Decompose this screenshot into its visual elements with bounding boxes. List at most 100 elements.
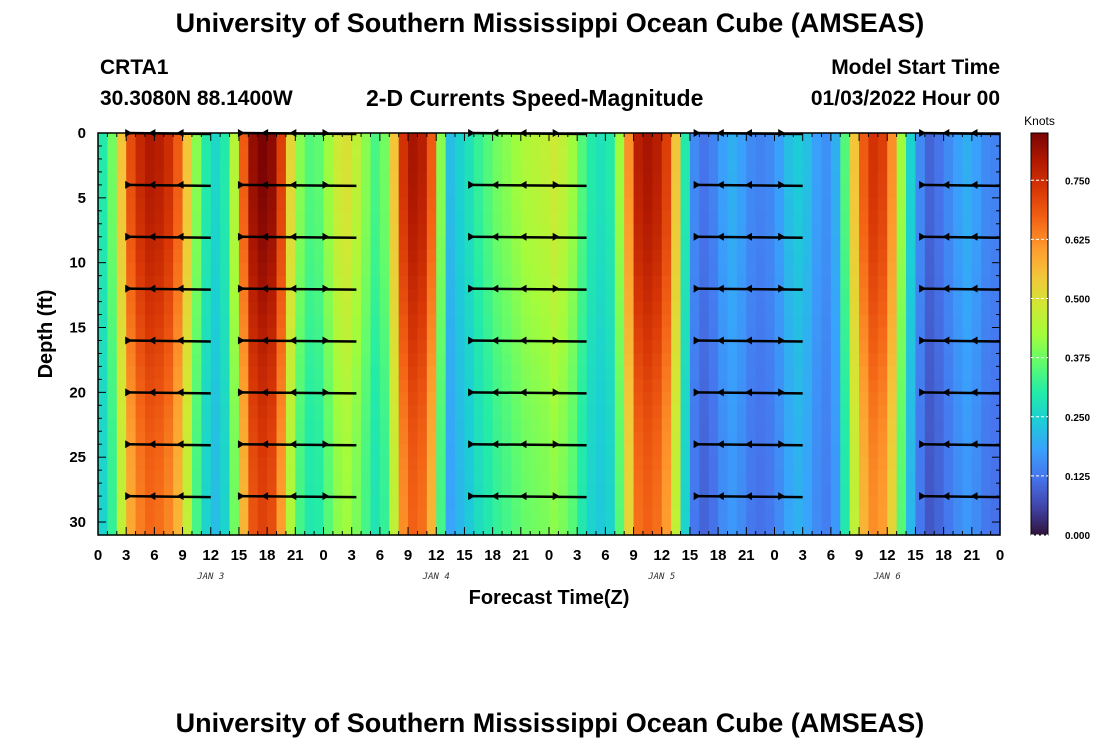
heatmap-cell bbox=[502, 249, 513, 264]
heatmap-cell bbox=[285, 171, 296, 186]
heatmap-cell bbox=[971, 197, 982, 212]
heatmap-cell bbox=[295, 223, 306, 238]
heatmap-cell bbox=[793, 379, 804, 393]
heatmap-cell bbox=[661, 249, 672, 264]
heatmap-cell bbox=[163, 353, 174, 368]
heatmap-cell bbox=[238, 184, 249, 199]
heatmap-cell bbox=[483, 288, 494, 303]
heatmap-cell bbox=[229, 275, 240, 290]
heatmap-cell bbox=[238, 210, 249, 225]
heatmap-cell bbox=[971, 327, 982, 342]
heatmap-cell bbox=[182, 262, 193, 277]
heatmap-cell bbox=[868, 236, 879, 251]
heatmap-cell bbox=[144, 236, 155, 251]
current-arrow-head bbox=[176, 232, 184, 241]
heatmap-cell bbox=[736, 145, 747, 160]
heatmap-cell bbox=[220, 145, 231, 160]
heatmap-cell bbox=[708, 522, 719, 536]
heatmap-cell bbox=[746, 262, 757, 277]
heatmap-cell bbox=[887, 184, 898, 199]
heatmap-cell bbox=[455, 431, 466, 445]
heatmap-cell bbox=[605, 379, 616, 393]
heatmap-cell bbox=[943, 171, 954, 186]
heatmap-cell bbox=[614, 327, 625, 342]
heatmap-cell bbox=[577, 366, 588, 380]
heatmap-cell bbox=[802, 353, 813, 368]
x-date-label: JAN 3 bbox=[196, 572, 224, 582]
x-tick-label: 9 bbox=[855, 547, 863, 564]
x-tick-label: 6 bbox=[827, 547, 835, 564]
heatmap-cell bbox=[417, 496, 428, 510]
heatmap-cell bbox=[154, 327, 165, 342]
heatmap-cell bbox=[680, 353, 691, 368]
heatmap-cell bbox=[323, 379, 334, 393]
heatmap-cell bbox=[126, 366, 137, 380]
heatmap-cell bbox=[229, 418, 240, 432]
heatmap-cell bbox=[981, 457, 992, 471]
heatmap-cell bbox=[633, 262, 644, 277]
heatmap-cell bbox=[821, 249, 832, 264]
heatmap-cell bbox=[342, 392, 353, 406]
heatmap-cell bbox=[859, 262, 870, 277]
heatmap-cell bbox=[539, 340, 550, 355]
heatmap-cell bbox=[624, 262, 635, 277]
y-axis-label: Depth (ft) bbox=[35, 290, 57, 379]
heatmap-cell bbox=[549, 171, 559, 186]
heatmap-cell bbox=[830, 366, 841, 380]
heatmap-cell bbox=[671, 418, 682, 432]
heatmap-cell bbox=[962, 145, 973, 160]
heatmap-cell bbox=[868, 522, 879, 536]
heatmap-cell bbox=[727, 249, 738, 264]
heatmap-cell bbox=[755, 366, 766, 380]
heatmap-cell bbox=[323, 133, 334, 147]
heatmap-cell bbox=[163, 197, 174, 212]
heatmap-cell bbox=[464, 145, 475, 160]
heatmap-cell bbox=[887, 301, 898, 316]
heatmap-cell bbox=[342, 197, 353, 212]
heatmap-cell bbox=[718, 301, 729, 316]
heatmap-cell bbox=[511, 379, 522, 393]
heatmap-cell bbox=[821, 275, 832, 290]
heatmap-cell bbox=[229, 457, 240, 471]
heatmap-cell bbox=[755, 470, 766, 484]
heatmap-cell bbox=[445, 444, 456, 458]
heatmap-cell bbox=[483, 184, 494, 199]
heatmap-cell bbox=[530, 444, 541, 458]
heatmap-cell bbox=[953, 145, 964, 160]
heatmap-cell bbox=[304, 184, 315, 199]
heatmap-cell bbox=[144, 288, 155, 303]
heatmap-cell bbox=[906, 301, 917, 316]
current-arrow-head bbox=[942, 492, 950, 501]
heatmap-cell bbox=[943, 509, 954, 523]
heatmap-cell bbox=[642, 340, 653, 355]
heatmap-cell bbox=[445, 340, 456, 355]
heatmap-cell bbox=[849, 158, 860, 173]
heatmap-cell bbox=[915, 223, 926, 238]
current-arrow-line bbox=[238, 287, 357, 291]
heatmap-cell bbox=[605, 262, 616, 277]
heatmap-cell bbox=[971, 392, 982, 406]
heatmap-cell bbox=[953, 457, 964, 471]
heatmap-cell bbox=[220, 405, 231, 419]
heatmap-cell bbox=[417, 262, 428, 277]
heatmap-cell bbox=[765, 509, 776, 523]
heatmap-cell bbox=[455, 171, 466, 186]
heatmap-cell bbox=[370, 133, 381, 147]
heatmap-cell bbox=[943, 340, 954, 355]
heatmap-cell bbox=[267, 249, 278, 264]
colorbar-tick-label: 0.625 bbox=[1065, 235, 1090, 246]
heatmap-cell bbox=[220, 470, 231, 484]
current-arrow-head bbox=[148, 388, 156, 397]
heatmap-cell bbox=[840, 197, 851, 212]
current-arrow-line bbox=[238, 183, 357, 188]
heatmap-cell bbox=[455, 133, 466, 147]
heatmap-cell bbox=[633, 145, 644, 160]
heatmap-cell bbox=[473, 418, 484, 432]
heatmap-cell bbox=[671, 431, 682, 445]
heatmap-cell bbox=[971, 470, 982, 484]
heatmap-cell bbox=[107, 197, 118, 212]
heatmap-cell bbox=[210, 301, 221, 316]
heatmap-cell bbox=[267, 275, 278, 290]
heatmap-cell bbox=[163, 522, 174, 536]
heatmap-cell bbox=[370, 340, 381, 355]
